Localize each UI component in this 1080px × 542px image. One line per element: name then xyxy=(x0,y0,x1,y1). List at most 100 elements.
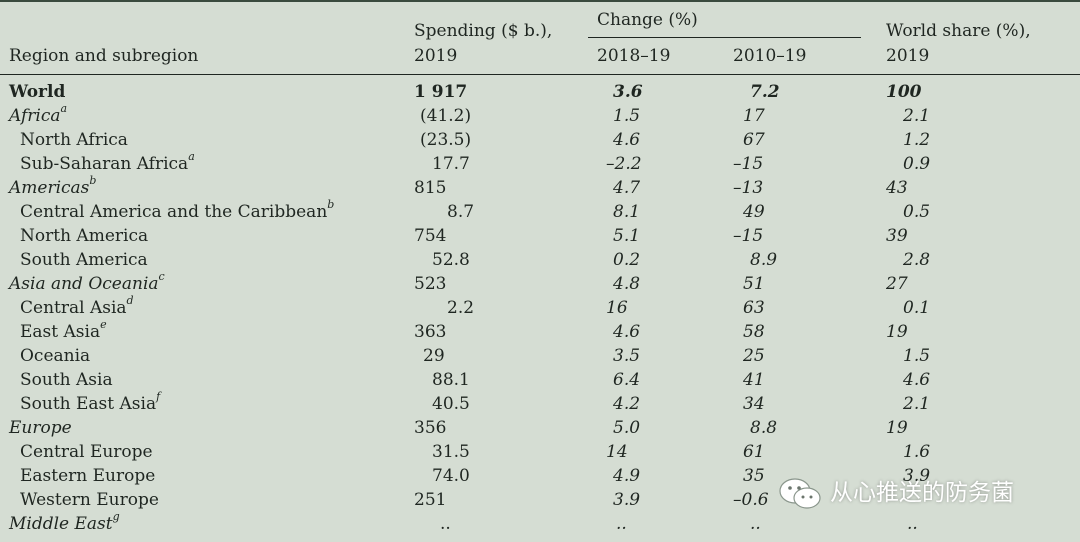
footnote-marker: a xyxy=(188,150,195,164)
header-change-2010-19: 2010–19 xyxy=(733,46,807,66)
spending-cell: 2.2 xyxy=(447,298,475,318)
row-label: Central America and the Caribbeanb xyxy=(20,198,335,222)
table-row: Central America and the Caribbeanb 8.7 8.1… xyxy=(0,198,1080,224)
table-row: South Asia 88.1 6.4 41 4.6 xyxy=(0,368,1080,392)
wechat-icon xyxy=(779,478,821,509)
header-spending-line1: Spending ($ b.), xyxy=(414,21,553,41)
change-2010-19-cell: 63 xyxy=(743,298,765,318)
world-share-cell: 1.2 xyxy=(903,130,931,150)
change-2018-19-cell: 5.0 xyxy=(613,418,641,438)
row-label: Central Europe xyxy=(20,442,153,462)
table-row: South America 52.8 0.2 8.9 2.8 xyxy=(0,248,1080,272)
change-2018-19-cell: 8.1 xyxy=(613,202,641,222)
footnote-marker: g xyxy=(112,510,120,524)
header-share-line2: 2019 xyxy=(886,46,930,66)
world-share-cell: 0.1 xyxy=(903,298,931,318)
change-2018-19-cell: 4.6 xyxy=(613,130,641,150)
world-share-cell: 27 xyxy=(886,274,908,294)
table-row: Oceania 29 3.5 25 1.5 xyxy=(0,344,1080,368)
table-row: Sub-Saharan Africaa 17.7 –2.2 –15 0.9 xyxy=(0,150,1080,176)
change-2018-19-cell: 4.9 xyxy=(613,466,641,486)
spending-cell: 29 xyxy=(423,346,445,366)
table-row: South East Asiaf 40.5 4.2 34 2.1 xyxy=(0,390,1080,416)
footnote-marker: d xyxy=(126,294,134,308)
world-share-cell: 1.6 xyxy=(903,442,931,462)
row-label: Europe xyxy=(9,418,72,438)
change-group-rule xyxy=(588,37,861,38)
footnote-marker: e xyxy=(100,318,107,332)
spending-cell: (23.5) xyxy=(420,130,472,150)
row-label: World xyxy=(9,82,66,102)
change-2018-19-cell: 6.4 xyxy=(613,370,641,390)
world-share-cell: 100 xyxy=(886,82,922,102)
spending-cell: 74.0 xyxy=(432,466,470,486)
table-row: Europe 356 5.0 8.8 19 xyxy=(0,416,1080,440)
row-label: Americasb xyxy=(9,174,97,198)
header-spending-line2: 2019 xyxy=(414,46,458,66)
world-share-cell: 39 xyxy=(886,226,908,246)
spending-cell: 8.7 xyxy=(447,202,475,222)
row-label: Central Asiad xyxy=(20,294,134,318)
world-share-cell: 3.9 xyxy=(903,466,931,486)
row-label: North America xyxy=(20,226,149,246)
row-label: South East Asiaf xyxy=(20,390,161,414)
spending-cell: 52.8 xyxy=(432,250,470,270)
change-2010-19-cell: 25 xyxy=(743,346,765,366)
table-row: East Asiae 363 4.6 58 19 xyxy=(0,318,1080,344)
world-share-cell: 0.5 xyxy=(903,202,931,222)
change-2018-19-cell: 0.2 xyxy=(613,250,641,270)
table-row: Africaa (41.2) 1.5 17 2.1 xyxy=(0,102,1080,128)
world-share-cell: 1.5 xyxy=(903,346,931,366)
header-change-2018-19: 2018–19 xyxy=(597,46,671,66)
footnote-marker: b xyxy=(89,174,97,188)
header-region: Region and subregion xyxy=(9,46,199,66)
change-2018-19-cell: 1.5 xyxy=(613,106,641,126)
row-label: Eastern Europe xyxy=(20,466,156,486)
row-label: Asia and Oceaniac xyxy=(9,270,165,294)
world-share-cell: 19 xyxy=(886,418,908,438)
change-2010-19-cell: 8.9 xyxy=(750,250,778,270)
header-change-group: Change (%) xyxy=(597,10,698,30)
row-label: Oceania xyxy=(20,346,91,366)
footnote-marker: c xyxy=(158,270,165,284)
spending-cell: 1 917 xyxy=(414,82,468,102)
change-2018-19-cell: 4.7 xyxy=(613,178,641,198)
change-2018-19-cell: 3.6 xyxy=(613,82,643,102)
world-share-cell: 2.1 xyxy=(903,106,931,126)
spending-cell: 754 xyxy=(414,226,447,246)
table-row: Middle Eastg........ xyxy=(0,510,1080,536)
row-label: North Africa xyxy=(20,130,128,150)
table-row: Eastern Europe 74.0 4.9 35 3.9 xyxy=(0,464,1080,488)
change-2018-19-cell: 4.2 xyxy=(613,394,641,414)
change-2018-19-cell: 3.9 xyxy=(613,490,641,510)
change-2010-19-cell: –15 xyxy=(733,154,764,174)
row-label: South Asia xyxy=(20,370,113,390)
change-2010-19-cell: 49 xyxy=(743,202,765,222)
world-share-cell: 0.9 xyxy=(903,154,931,174)
change-2010-19-cell: –15 xyxy=(733,226,764,246)
change-2010-19-cell: –0.6 xyxy=(733,490,769,510)
change-2010-19-cell: 7.2 xyxy=(750,82,780,102)
table-row: World 1 917 3.6 7.2 100 xyxy=(0,80,1080,104)
change-2018-19-cell: 16 xyxy=(606,298,628,318)
table-row: Americasb 815 4.7 –13 43 xyxy=(0,174,1080,200)
world-share-cell: .. xyxy=(907,514,918,534)
spending-cell: 40.5 xyxy=(432,394,470,414)
spending-cell: .. xyxy=(440,514,451,534)
spending-cell: 17.7 xyxy=(432,154,470,174)
footnote-marker: a xyxy=(60,102,68,116)
change-2010-19-cell: 34 xyxy=(743,394,765,414)
table-row: Asia and Oceaniac 523 4.8 51 27 xyxy=(0,270,1080,296)
change-2010-19-cell: 41 xyxy=(743,370,765,390)
spending-cell: 31.5 xyxy=(432,442,470,462)
change-2010-19-cell: –13 xyxy=(733,178,764,198)
row-label: Middle Eastg xyxy=(9,510,120,534)
row-label: East Asiae xyxy=(20,318,107,342)
table-row: North America 754 5.1 –15 39 xyxy=(0,224,1080,248)
world-share-cell: 2.1 xyxy=(903,394,931,414)
change-2010-19-cell: 8.8 xyxy=(750,418,778,438)
change-2010-19-cell: 58 xyxy=(743,322,765,342)
spending-cell: 363 xyxy=(414,322,447,342)
table-row: North Africa (23.5) 4.6 67 1.2 xyxy=(0,128,1080,152)
world-share-cell: 4.6 xyxy=(903,370,931,390)
